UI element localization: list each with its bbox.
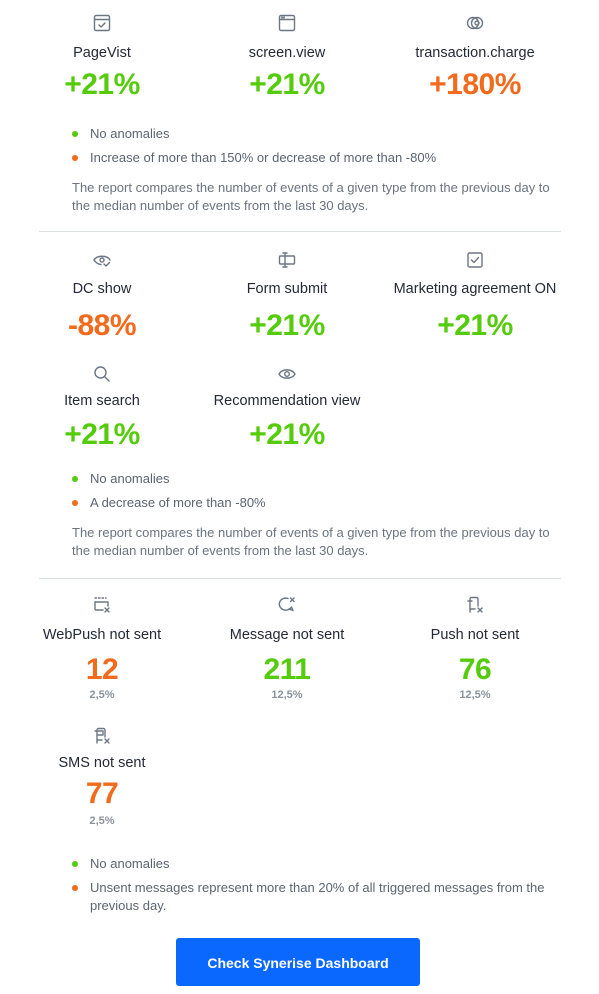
legend-item: Increase of more than 150% or decrease o… (72, 149, 562, 167)
metric-screen-view: screen.view +21% (187, 13, 387, 102)
metric-label: Push not sent (430, 627, 520, 643)
metric-percent: 2,5% (89, 689, 115, 701)
status-dot-green (72, 476, 78, 482)
metric-value: 77 (85, 777, 119, 810)
metric-value: -88% (67, 309, 137, 342)
metric-label: transaction.charge (415, 45, 535, 61)
browser-window-icon (277, 13, 297, 33)
report-note: The report compares the number of events… (72, 180, 550, 213)
sms-x-icon (92, 726, 112, 746)
metric-value: +21% (64, 418, 140, 451)
metric-value: 76 (458, 653, 492, 686)
push-x-icon (465, 595, 485, 615)
metric-label: Message not sent (229, 627, 345, 643)
legend-item: No anomalies (72, 470, 562, 488)
form-input-icon (277, 250, 297, 270)
legend-item: No anomalies (72, 125, 562, 143)
metric-recommendation-view: Recommendation view +21% (187, 364, 387, 452)
status-dot-orange (72, 155, 78, 161)
message-x-icon (277, 595, 297, 615)
legend-text: No anomalies (90, 856, 170, 871)
metric-label: WebPush not sent (42, 627, 162, 643)
webpush-x-icon (92, 595, 112, 615)
eye-icon (277, 364, 297, 384)
metric-value: +180% (429, 68, 521, 101)
legend: No anomalies Increase of more than 150% … (72, 125, 562, 167)
coins-icon (465, 13, 485, 33)
metric-transaction-charge: transaction.charge +180% (375, 13, 575, 102)
checkbox-icon (465, 250, 485, 270)
metric-label: PageVist (73, 45, 131, 61)
metric-dc-show: DC show -88% (2, 250, 202, 343)
metric-label: Item search (64, 393, 140, 409)
metric-item-search: Item search +21% (2, 364, 202, 452)
metric-value: 12 (85, 653, 119, 686)
eye-check-icon (92, 250, 112, 270)
metric-value: +21% (64, 68, 140, 101)
metric-label: Marketing agreement ON (393, 281, 557, 297)
report-note: The report compares the number of events… (72, 525, 550, 558)
legend-item: A decrease of more than -80% (72, 494, 562, 512)
metric-message-not-sent: Message not sent 211 12,5% (187, 595, 387, 701)
check-dashboard-button[interactable]: Check Synerise Dashboard (176, 938, 420, 986)
status-dot-orange (72, 885, 78, 891)
metric-value: +21% (249, 309, 325, 342)
status-dot-green (72, 131, 78, 137)
legend-item: Unsent messages represent more than 20% … (72, 879, 562, 915)
browser-check-icon (92, 13, 112, 33)
search-icon (92, 364, 112, 384)
divider (39, 231, 561, 232)
legend: No anomalies Unsent messages represent m… (72, 855, 562, 915)
divider (39, 578, 561, 579)
metric-label: Recommendation view (213, 393, 361, 409)
metric-label: screen.view (248, 45, 326, 61)
metric-pagevist: PageVist +21% (2, 13, 202, 102)
legend-text: Increase of more than 150% or decrease o… (90, 150, 437, 165)
metric-push-not-sent: Push not sent 76 12,5% (375, 595, 575, 701)
metric-sms-not-sent: SMS not sent 77 2,5% (2, 726, 202, 827)
legend-text: No anomalies (90, 126, 170, 141)
legend-text: A decrease of more than -80% (90, 495, 266, 510)
status-dot-orange (72, 500, 78, 506)
metric-value: 211 (263, 653, 311, 686)
metric-percent: 12,5% (459, 689, 491, 701)
metric-label: DC show (72, 281, 132, 297)
metric-percent: 12,5% (271, 689, 303, 701)
metric-value: +21% (249, 68, 325, 101)
status-dot-green (72, 861, 78, 867)
metric-marketing-agreement: Marketing agreement ON +21% (375, 250, 575, 343)
legend: No anomalies A decrease of more than -80… (72, 470, 562, 512)
legend-item: No anomalies (72, 855, 562, 873)
metric-value: +21% (437, 309, 513, 342)
metric-value: +21% (249, 418, 325, 451)
metric-webpush-not-sent: WebPush not sent 12 2,5% (2, 595, 202, 701)
metric-label: SMS not sent (58, 755, 146, 771)
metric-label: Form submit (246, 281, 328, 297)
legend-text: Unsent messages represent more than 20% … (90, 880, 545, 913)
legend-text: No anomalies (90, 471, 170, 486)
metric-percent: 2,5% (89, 815, 115, 827)
metric-form-submit: Form submit +21% (187, 250, 387, 343)
